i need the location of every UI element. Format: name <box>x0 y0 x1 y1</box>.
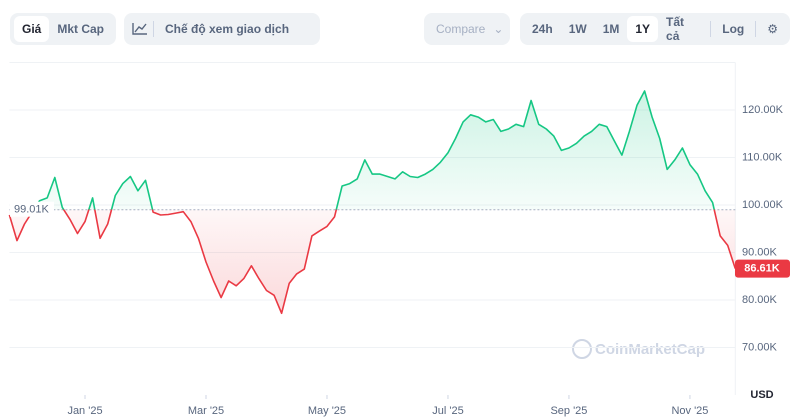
x-tick-label: Sep '25 <box>550 405 587 417</box>
tab-group: Giá Mkt Cap <box>10 13 116 45</box>
baseline-label-text: 99.01K <box>14 204 50 216</box>
watermark-logo <box>572 339 592 359</box>
y-tick-label: 90.00K <box>742 246 778 258</box>
area-fill <box>9 91 736 314</box>
tab[interactable]: Giá <box>14 16 50 42</box>
log-toggle[interactable]: Log <box>722 22 745 36</box>
separator <box>755 21 757 37</box>
y-tick-label: 80.00K <box>742 294 778 306</box>
watermark: CoinMarketCap <box>595 341 705 358</box>
settings[interactable]: ⚙ <box>767 22 778 36</box>
view-mode[interactable]: Chế độ xem giao dịch <box>165 22 290 36</box>
range[interactable]: 1W <box>568 22 587 36</box>
x-tick-label: Jul '25 <box>432 405 463 417</box>
baseline-label-bg <box>10 201 54 217</box>
x-tick-label: Mar '25 <box>188 405 224 417</box>
y-tick-label: 70.00K <box>742 341 778 353</box>
price-tag <box>735 259 790 278</box>
x-tick-label: Nov '25 <box>671 405 708 417</box>
compare-dropdown[interactable]: Compare ⌄ <box>424 13 510 45</box>
tab[interactable]: Mkt Cap <box>57 22 105 36</box>
range[interactable]: Tất cả <box>666 15 685 43</box>
price-line <box>8 90 737 315</box>
range[interactable]: 1Y <box>627 16 659 42</box>
x-tick-label: May '25 <box>308 405 346 417</box>
currency-label: USD <box>750 389 773 401</box>
line-icon[interactable] <box>128 21 150 37</box>
y-tick-label: 100.00K <box>742 199 784 211</box>
range-group: 24h 1W 1M 1Y Tất cả Log ⚙ <box>520 13 790 45</box>
x-tick-label: Jan '25 <box>67 405 102 417</box>
compare[interactable]: Compare <box>436 22 486 36</box>
view-group: Chế độ xem giao dịch <box>124 13 320 45</box>
chevron: ⌄ <box>493 22 504 36</box>
baseline-label: 99.01K <box>10 201 54 217</box>
y-tick-label: 120.00K <box>742 104 784 116</box>
separator <box>710 21 712 37</box>
separator <box>153 21 154 37</box>
price-tag-label: 86.61K <box>744 263 780 275</box>
range[interactable]: 1M <box>602 22 620 36</box>
range[interactable]: 24h <box>532 22 553 36</box>
y-tick-label: 110.00K <box>742 151 783 163</box>
